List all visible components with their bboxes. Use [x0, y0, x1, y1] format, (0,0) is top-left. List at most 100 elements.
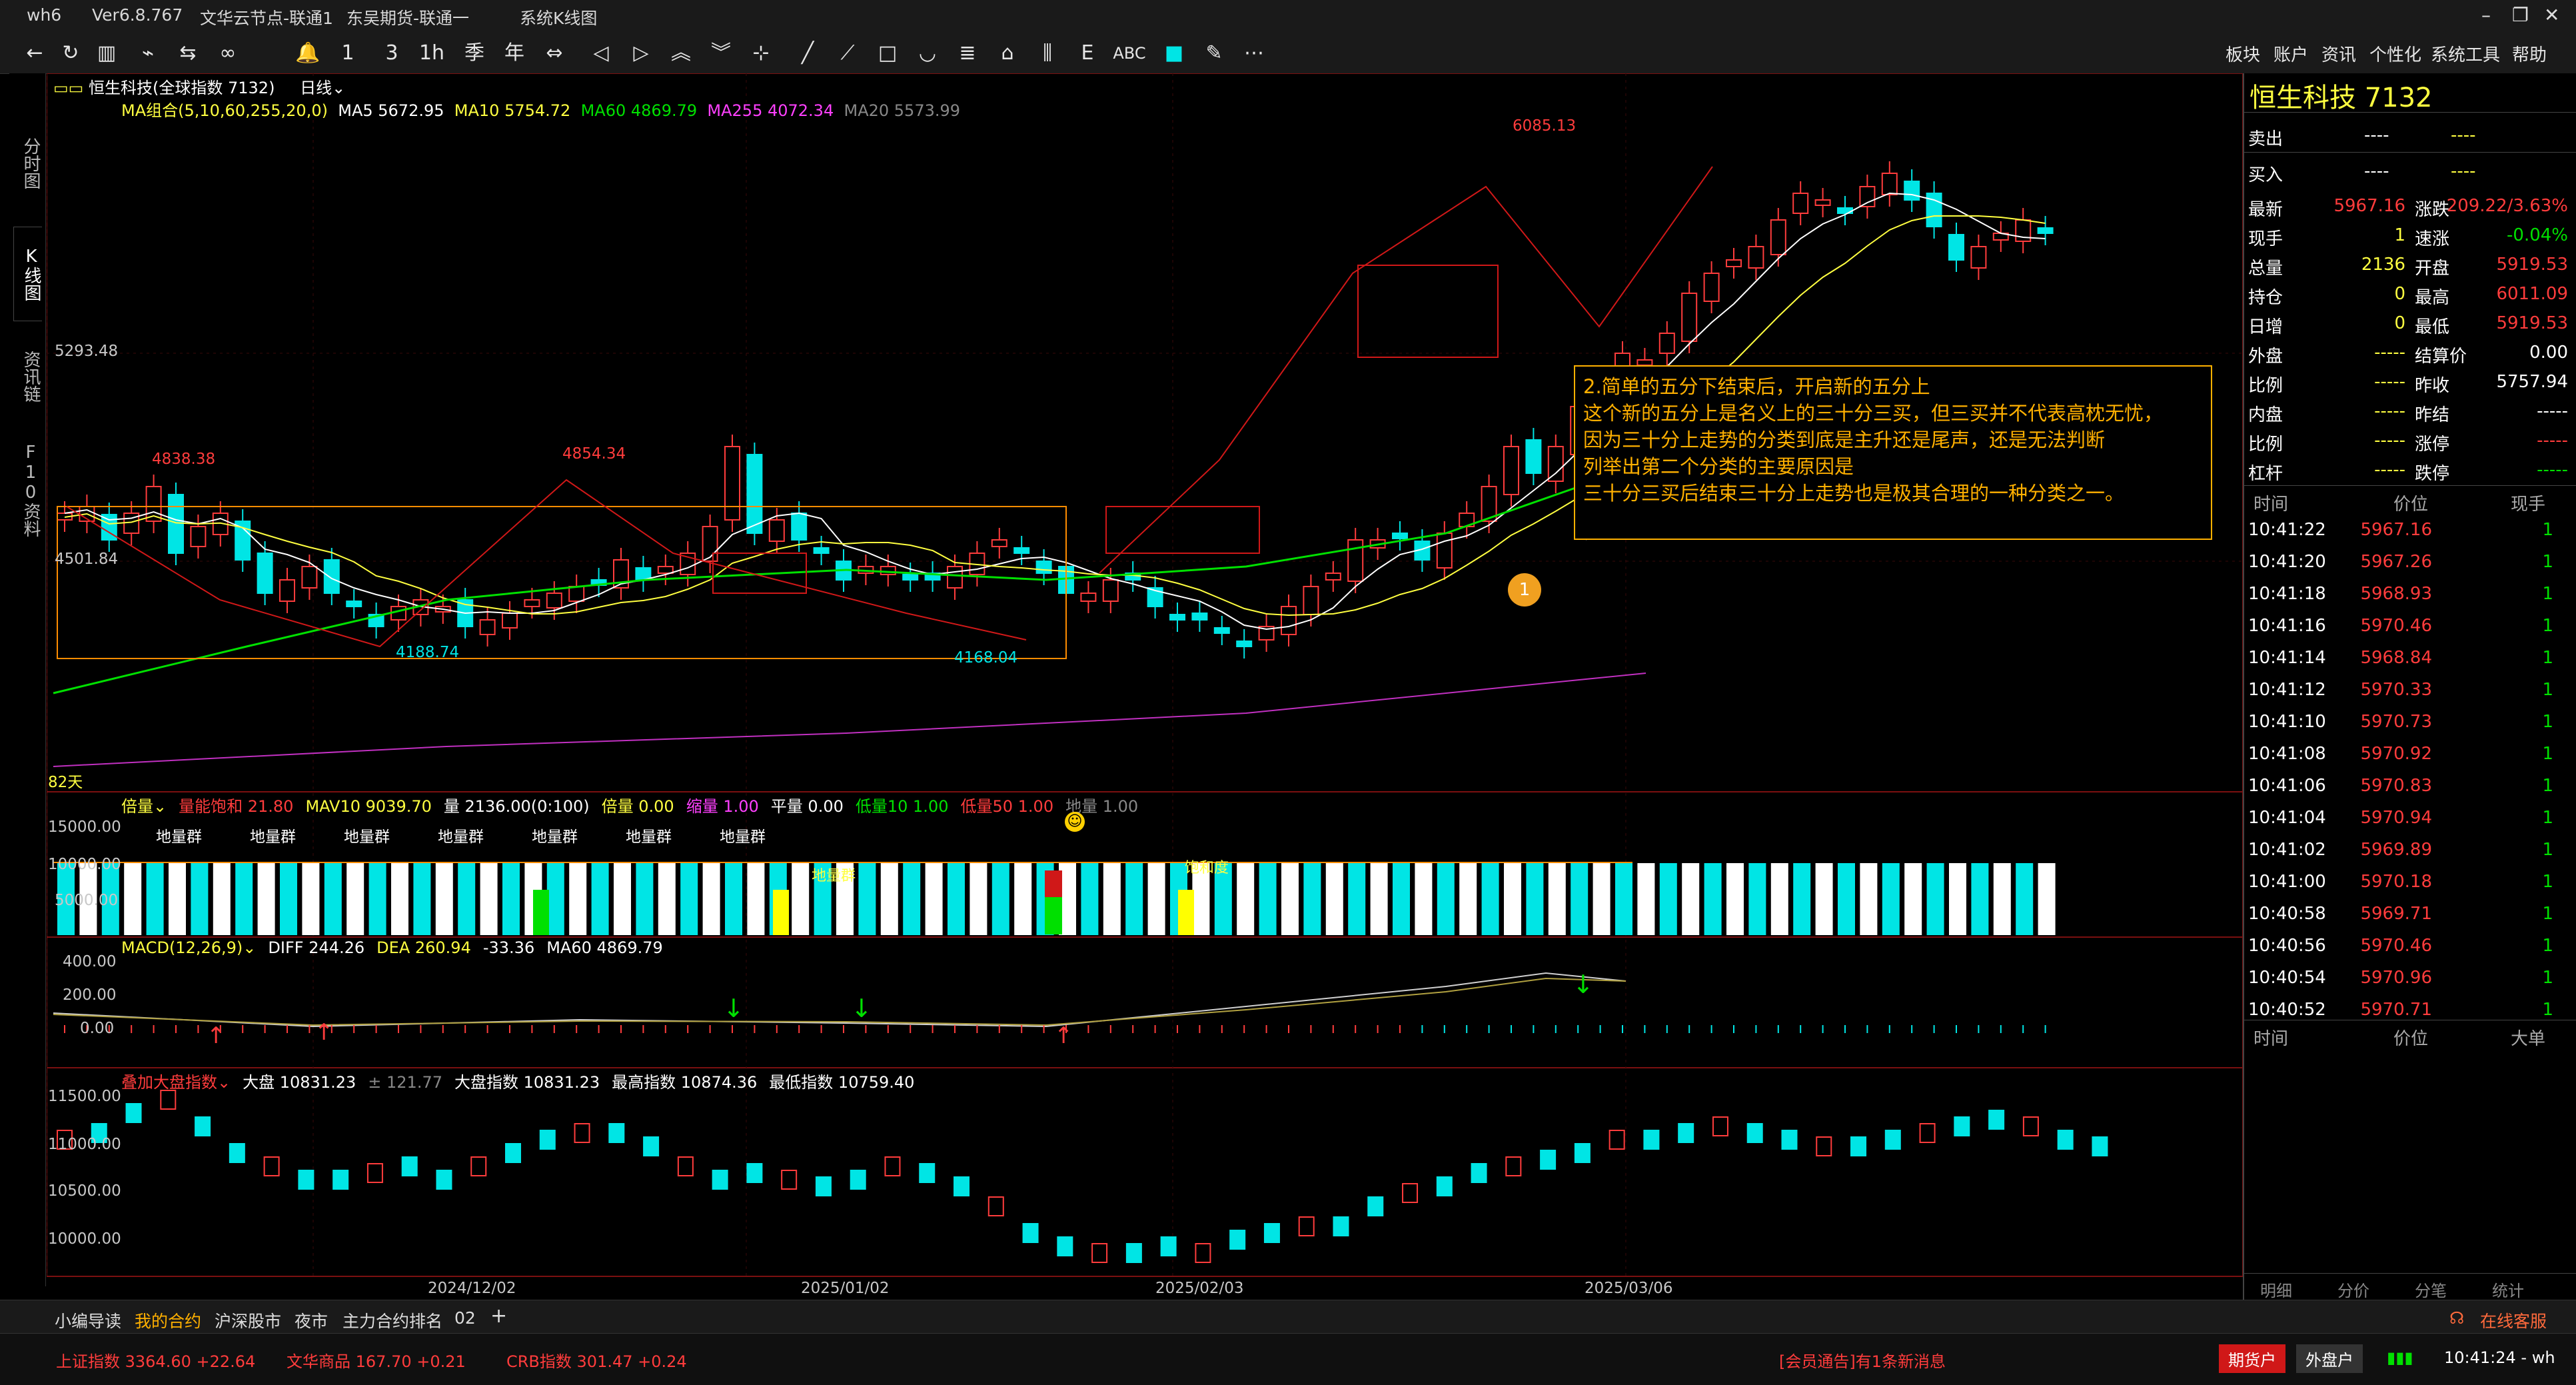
volume-legend-item[interactable]: 倍量⌄ — [121, 797, 167, 816]
macd-legend-item[interactable]: MACD(12,26,9)⌄ — [121, 938, 257, 957]
ticker-shanghai[interactable]: 上证指数 3364.60 +22.64 — [56, 1352, 256, 1371]
tick-row[interactable]: 10:41:14 5968.84 1 — [2244, 644, 2576, 673]
smiley-icon: ☺ — [1065, 812, 1085, 832]
add-tab-icon[interactable]: + — [490, 1304, 508, 1328]
menu-personalize[interactable]: 个性化 — [2369, 45, 2422, 65]
arrow-down-icon[interactable]: ︾ — [711, 41, 731, 65]
tick-row[interactable]: 10:40:52 5970.71 1 — [2244, 996, 2576, 1025]
loop-icon[interactable]: ∞ — [219, 41, 237, 65]
tick-row[interactable]: 10:41:08 5970.92 1 — [2244, 740, 2576, 769]
tick-row[interactable]: 10:41:06 5970.83 1 — [2244, 772, 2576, 801]
refresh-icon[interactable]: ↻ — [62, 41, 79, 65]
tick-row[interactable]: 10:41:18 5968.93 1 — [2244, 580, 2576, 609]
tick-row[interactable]: 10:41:04 5970.94 1 — [2244, 804, 2576, 833]
bell-icon[interactable]: 🔔 — [295, 41, 321, 65]
tab-f10[interactable]: F10资料 — [21, 443, 41, 537]
line-chart-icon[interactable]: ⌁ — [141, 41, 155, 65]
period-3-icon[interactable]: 3 — [385, 41, 398, 65]
quote-value: ----- — [2537, 401, 2568, 421]
draw-fib-icon[interactable]: ⫼ — [1043, 41, 1052, 65]
volume-bar — [1726, 863, 1744, 935]
chevron-down-icon[interactable]: ⌄ — [332, 79, 346, 97]
arrow-right-icon[interactable]: ▷ — [633, 41, 649, 65]
restore-icon[interactable]: ❐ — [2512, 4, 2529, 26]
period-season-icon[interactable]: 季 — [464, 41, 484, 65]
color-fill-icon[interactable]: ■ — [1164, 41, 1184, 65]
menu-system-tools[interactable]: 系统工具 — [2431, 45, 2501, 65]
annotation-marker[interactable]: 1 — [1508, 573, 1541, 607]
ticker-crb[interactable]: CRB指数 301.47 +0.24 — [506, 1352, 687, 1371]
draw-trend-icon[interactable]: ⟋ — [840, 41, 855, 65]
draw-e-icon[interactable]: E — [1081, 41, 1094, 65]
tick-row[interactable]: 10:41:12 5970.33 1 — [2244, 676, 2576, 705]
period-year-icon[interactable]: 年 — [504, 41, 524, 65]
draw-rect-icon[interactable]: □ — [878, 41, 898, 65]
tick-row[interactable]: 10:40:54 5970.96 1 — [2244, 964, 2576, 993]
menu-sector[interactable]: 板块 — [2226, 45, 2261, 65]
draw-home-icon[interactable]: ⌂ — [1001, 41, 1014, 65]
volume-bar — [991, 863, 1009, 935]
draw-line-icon[interactable]: ╱ — [801, 41, 814, 65]
member-notice[interactable]: [会员通告]有1条新消息 — [1779, 1352, 1946, 1371]
tab-kline[interactable]: K线图 — [13, 227, 42, 321]
futures-account-button[interactable]: 期货户 — [2219, 1344, 2285, 1373]
back-icon[interactable]: ← — [26, 41, 43, 65]
eraser-icon[interactable]: ✎ — [1205, 41, 1223, 65]
tab-price-dist[interactable]: 分价 — [2337, 1282, 2369, 1300]
chart-area[interactable]: ↑ ↑ ↑ ↓ ↓ ↓ ▭▭ 恒生科技(全球指数 7132) 日线⌄ MA组合(5,10,… — [47, 73, 2243, 1300]
menu-help[interactable]: 帮助 — [2512, 45, 2547, 65]
draw-arc-icon[interactable]: ◡ — [918, 41, 937, 65]
candle — [880, 566, 896, 575]
period-selector[interactable]: 日线 — [300, 79, 332, 97]
layout-icon[interactable]: ▭▭ — [53, 79, 84, 97]
tick-row[interactable]: 10:40:58 5969.71 1 — [2244, 900, 2576, 929]
draw-channel-icon[interactable]: ≣ — [959, 41, 976, 65]
ma-combo-label[interactable]: MA组合(5,10,60,255,20,0) — [121, 101, 328, 120]
tab-stats[interactable]: 统计 — [2492, 1282, 2524, 1300]
menu-account[interactable]: 账户 — [2273, 45, 2309, 65]
tick-row[interactable]: 10:41:16 5970.46 1 — [2244, 612, 2576, 641]
tab-editor-guide[interactable]: 小编导读 — [55, 1312, 122, 1331]
tab-02[interactable]: 02 — [454, 1308, 476, 1328]
tab-main-contract-rank[interactable]: 主力合约排名 — [342, 1312, 443, 1331]
tick-row[interactable]: 10:41:02 5969.89 1 — [2244, 836, 2576, 865]
quote-label: 内盘 — [2248, 405, 2283, 425]
tick-row[interactable]: 10:41:10 5970.73 1 — [2244, 708, 2576, 737]
compare-icon[interactable]: ⇆ — [179, 41, 197, 65]
volume-bar — [1770, 863, 1788, 935]
foreign-account-button[interactable]: 外盘户 — [2296, 1344, 2363, 1373]
minimize-icon[interactable]: – — [2481, 4, 2491, 26]
server-node-2[interactable]: 东吴期货-联通一 — [346, 9, 470, 28]
zoom-icon[interactable]: ⇔ — [546, 41, 563, 65]
cursor-icon[interactable]: ⊹ — [752, 41, 770, 65]
arrow-up-icon[interactable]: ︽ — [671, 41, 691, 65]
annotation-line: 这个新的五分上是名义上的三十分三买，但三买并不代表高枕无忧， — [1583, 402, 2164, 425]
ticker-wenhua[interactable]: 文华商品 167.70 +0.21 — [287, 1352, 466, 1371]
annotation-box[interactable]: 2.简单的五分下结束后，开启新的五分上 这个新的五分上是名义上的三十分三买，但三… — [1574, 365, 2212, 540]
menu-news[interactable]: 资讯 — [2321, 45, 2357, 65]
tab-night-market[interactable]: 夜市 — [295, 1312, 328, 1331]
tab-timeshare[interactable]: 分时图 — [21, 137, 41, 189]
tab-a-shares[interactable]: 沪深股市 — [215, 1312, 282, 1331]
tick-row[interactable]: 10:40:56 5970.46 1 — [2244, 932, 2576, 961]
tab-trades[interactable]: 分笔 — [2415, 1282, 2447, 1300]
text-abc-icon[interactable]: ABC — [1113, 44, 1146, 63]
candlestick-icon[interactable]: ▥ — [97, 41, 117, 65]
arrow-left-icon[interactable]: ◁ — [593, 41, 609, 65]
tick-row[interactable]: 10:41:20 5967.26 1 — [2244, 548, 2576, 577]
tab-detail[interactable]: 明细 — [2260, 1282, 2292, 1300]
close-icon[interactable]: ✕ — [2544, 4, 2560, 26]
tick-row[interactable]: 10:41:22 5967.16 1 — [2244, 516, 2576, 545]
tab-my-contracts[interactable]: 我的合约 — [135, 1312, 202, 1331]
online-service-link[interactable]: 在线客服 — [2480, 1312, 2547, 1331]
more-icon[interactable]: ⋯ — [1244, 41, 1264, 65]
tab-news-chain[interactable]: 资讯链 — [21, 351, 41, 403]
tick-price: 5968.93 — [2360, 584, 2432, 604]
period-1-icon[interactable]: 1 — [341, 41, 354, 65]
server-node-1[interactable]: 文华云节点-联通1 — [200, 9, 333, 28]
tick-row[interactable]: 10:41:00 5970.18 1 — [2244, 868, 2576, 897]
index-legend-item[interactable]: 叠加大盘指数⌄ — [121, 1073, 231, 1092]
kline-chart-svg[interactable]: ↑ ↑ ↑ ↓ ↓ ↓ — [47, 73, 2243, 1300]
headset-icon[interactable]: ☊ — [2449, 1308, 2465, 1328]
period-1h-icon[interactable]: 1h — [418, 41, 445, 65]
